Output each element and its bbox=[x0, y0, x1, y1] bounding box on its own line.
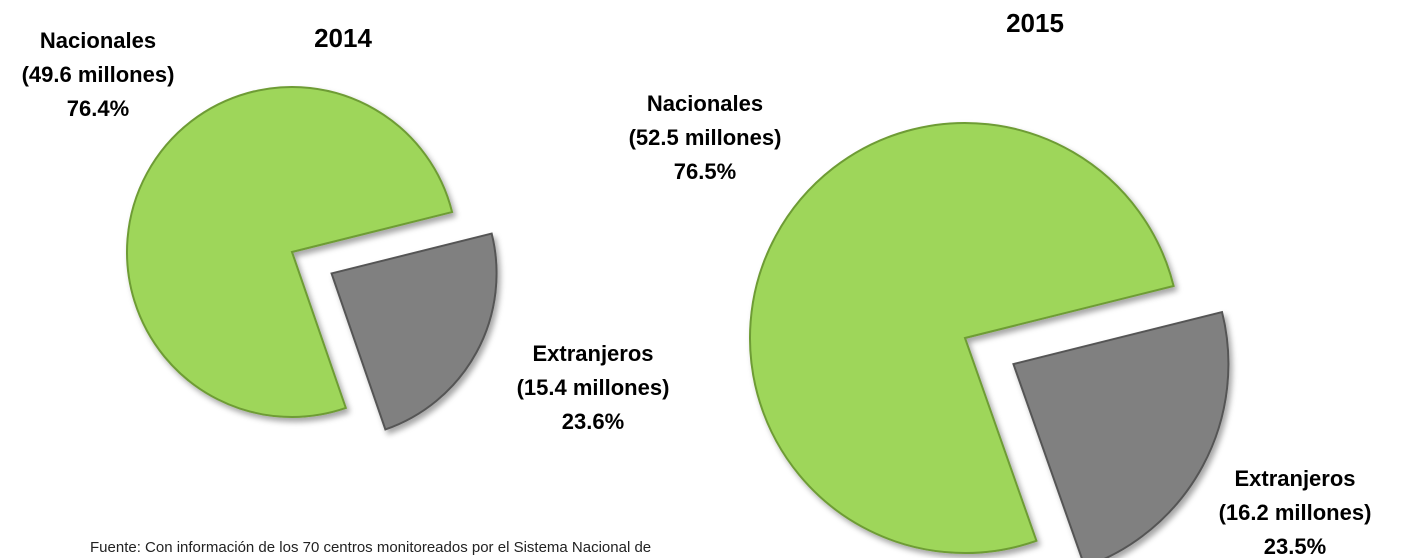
slice-amount: (15.4 millones) bbox=[517, 375, 670, 400]
chart-title: 2014 bbox=[314, 23, 372, 53]
pie-slice bbox=[1012, 310, 1230, 558]
slice-percent: 23.6% bbox=[562, 409, 624, 434]
pie-slice bbox=[749, 122, 1175, 554]
pie-slice bbox=[126, 86, 454, 418]
slice-category: Nacionales bbox=[40, 28, 156, 53]
slice-category: Nacionales bbox=[647, 91, 763, 116]
pie-slice bbox=[330, 232, 498, 431]
slice-percent: 76.4% bbox=[67, 96, 129, 121]
source-note: Fuente: Con información de los 70 centro… bbox=[90, 539, 651, 556]
slice-category: Extranjeros bbox=[532, 341, 653, 366]
chart-title: 2015 bbox=[1006, 8, 1064, 38]
slice-percent: 23.5% bbox=[1264, 534, 1326, 558]
slice-percent: 76.5% bbox=[674, 159, 736, 184]
slice-amount: (16.2 millones) bbox=[1219, 500, 1372, 525]
slice-amount: (52.5 millones) bbox=[629, 125, 782, 150]
slice-category: Extranjeros bbox=[1234, 466, 1355, 491]
slice-amount: (49.6 millones) bbox=[22, 62, 175, 87]
